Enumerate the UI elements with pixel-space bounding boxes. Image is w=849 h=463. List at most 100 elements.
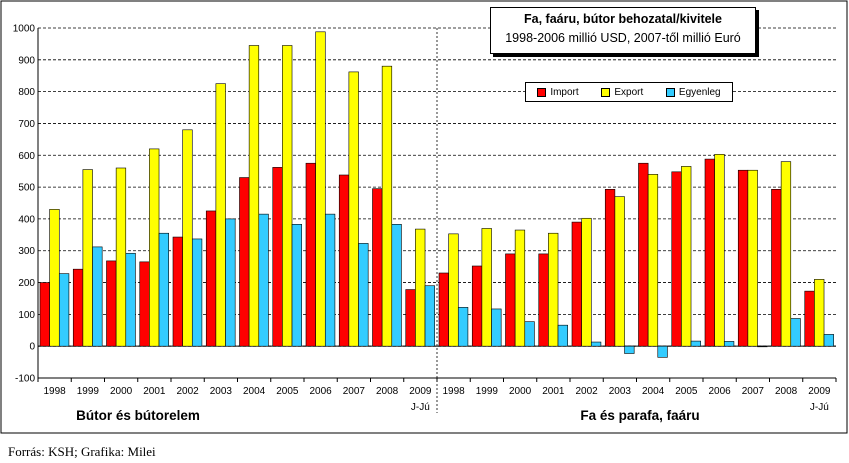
bar-import-fa-2006 (704, 158, 715, 347)
x-tick-label: 2008 (775, 386, 798, 397)
bar-egyenleg-fa-2000 (524, 321, 535, 347)
bar-import-butor-2000 (106, 260, 117, 347)
bar-export-butor-2003 (215, 83, 226, 347)
bar-import-fa-2008 (771, 189, 782, 347)
bar-import-butor-2009 (405, 289, 416, 347)
x-tick-label: 2002 (177, 386, 200, 397)
bar-import-fa-2000 (505, 253, 516, 347)
bar-export-butor-2004 (248, 45, 260, 347)
x-tick-label: 2007 (742, 386, 765, 397)
x-tick-label: 2005 (276, 386, 299, 397)
bar-egyenleg-fa-1999 (491, 308, 502, 347)
bar-import-fa-2001 (538, 253, 549, 347)
bar-import-fa-2009 (804, 290, 815, 347)
bar-export-fa-1999 (481, 228, 492, 347)
bar-egyenleg-butor-2008 (391, 224, 402, 347)
bar-egyenleg-butor-2009 (424, 285, 435, 347)
bar-import-fa-1999 (471, 265, 483, 347)
bar-export-butor-2007 (348, 71, 359, 347)
x-tick-label: 1998 (443, 386, 466, 397)
bar-export-fa-2009 (814, 279, 825, 347)
bar-export-fa-2000 (514, 229, 526, 347)
y-tick-label: 900 (18, 55, 35, 66)
bar-egyenleg-butor-1999 (92, 246, 103, 347)
legend-item-export: Export (601, 87, 643, 98)
bar-egyenleg-butor-2000 (125, 252, 136, 347)
bar-export-fa-2004 (647, 174, 659, 347)
bar-export-fa-2005 (681, 166, 692, 347)
y-tick-label: 400 (18, 214, 35, 225)
bar-export-fa-2006 (714, 154, 725, 347)
y-tick-label: 700 (18, 119, 35, 130)
legend-item-egyenleg: Egyenleg (665, 86, 721, 98)
x-tick-label: 2009 (409, 386, 432, 397)
x-tick-label: 2002 (576, 386, 599, 397)
legend-label-egyenleg: Egyenleg (678, 86, 721, 98)
bar-import-fa-2002 (571, 221, 582, 347)
bar-export-butor-2008 (381, 65, 393, 347)
legend-swatch-import (537, 87, 547, 97)
bar-export-fa-2002 (581, 217, 592, 347)
legend-swatch-egyenleg (665, 87, 675, 97)
bar-export-butor-1998 (49, 209, 60, 347)
x-tick-sublabel: J-Jú (411, 402, 430, 413)
chart-subtitle: 1998-2006 millió USD, 2007-től millió Eu… (505, 31, 741, 45)
x-tick-label: 2004 (642, 386, 665, 397)
bar-import-butor-1999 (72, 268, 84, 347)
bar-export-butor-2002 (182, 129, 193, 347)
bar-import-butor-2001 (139, 261, 150, 347)
legend-label-import: Import (550, 86, 579, 98)
x-tick-label: 2007 (343, 386, 366, 397)
bar-import-butor-2006 (305, 162, 316, 347)
source-credit: Forrás: KSH; Grafika: Milei (8, 444, 156, 459)
bar-import-butor-2005 (272, 167, 283, 347)
chart-frame: -100 0 100 200 300 400 500 600 700 800 900 1000 1998… (0, 0, 848, 434)
bar-import-butor-2008 (372, 188, 383, 347)
y-tick-label: -100 (15, 374, 35, 385)
bar-import-butor-2003 (205, 210, 217, 347)
bar-export-butor-2006 (315, 31, 326, 347)
bar-egyenleg-butor-2007 (358, 243, 369, 347)
bar-export-fa-2003 (614, 196, 625, 347)
legend: Import Export Egyenleg (525, 82, 733, 102)
bar-egyenleg-fa-1998 (457, 307, 469, 347)
bar-import-fa-2005 (671, 171, 682, 347)
x-tick-label: 2001 (143, 386, 166, 397)
x-tick-label: 1999 (77, 386, 100, 397)
bar-egyenleg-fa-2002 (590, 341, 602, 347)
y-tick-label: 1000 (13, 24, 36, 35)
bar-export-fa-1998 (448, 233, 459, 347)
x-tick-label: 1999 (476, 386, 499, 397)
x-tick-label: 2000 (509, 386, 532, 397)
bar-egyenleg-fa-2005 (690, 340, 701, 347)
bar-egyenleg-fa-2007 (757, 345, 768, 348)
y-tick-label: 300 (18, 246, 35, 257)
legend-item-import: Import (537, 86, 579, 98)
bar-egyenleg-fa-2006 (723, 341, 735, 347)
y-tick-label: 0 (29, 342, 35, 353)
y-tick-label: 500 (18, 183, 35, 194)
x-tick-label: 2009 (808, 386, 831, 397)
bar-egyenleg-butor-2001 (158, 232, 169, 347)
bar-egyenleg-butor-2003 (225, 218, 236, 347)
bar-chart: -100 0 100 200 300 400 500 600 700 800 900 1000 1998… (0, 0, 848, 434)
bar-import-fa-1998 (438, 272, 449, 347)
group-label-fa: Fa és parafa, faáru (580, 408, 699, 423)
bar-import-butor-2002 (172, 236, 183, 347)
bar-egyenleg-fa-2009 (823, 334, 834, 347)
bar-egyenleg-butor-1998 (58, 273, 70, 347)
x-tick-label: 1998 (44, 386, 67, 397)
x-tick-label: 2003 (609, 386, 632, 397)
bar-export-butor-2005 (282, 45, 293, 347)
y-tick-label: 100 (18, 310, 35, 321)
x-tick-label: 2004 (243, 386, 266, 397)
bar-export-butor-2001 (149, 148, 160, 347)
bar-export-butor-1999 (82, 169, 93, 347)
y-tick-label: 600 (18, 151, 35, 162)
bar-export-fa-2007 (747, 169, 758, 347)
bar-egyenleg-fa-2003 (624, 345, 635, 354)
x-tick-sublabel: J-Jú (810, 402, 829, 413)
bar-export-butor-2009 (415, 228, 426, 347)
legend-swatch-export (601, 87, 611, 97)
x-tick-label: 2003 (210, 386, 233, 397)
